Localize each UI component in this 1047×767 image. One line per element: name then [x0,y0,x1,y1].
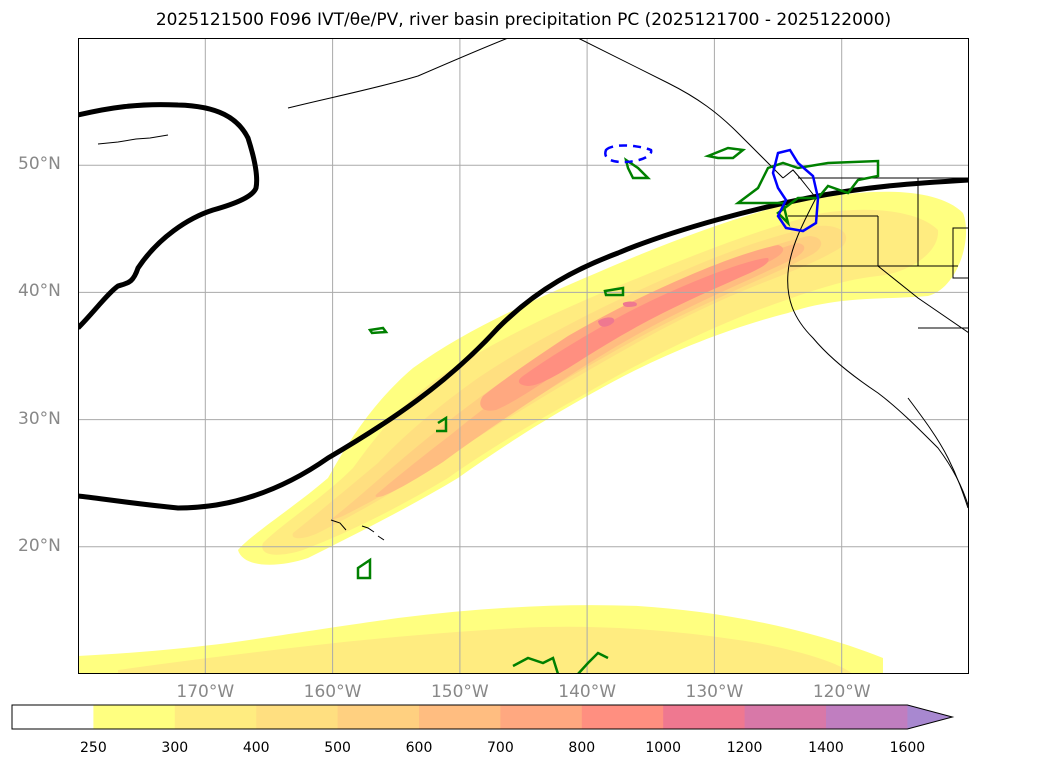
latitude-label: 20°N [18,535,61,556]
ivt-800-fill [518,258,769,386]
graticule [78,38,969,674]
colorbar-segment [93,705,176,729]
latitude-label: 40°N [18,281,61,302]
pv-contours [356,146,880,674]
colorbar-tick-label: 300 [161,740,189,756]
theta-e-contour-north [78,102,260,330]
ivt-colorbar [11,704,955,730]
longitude-label: 170°W [176,682,235,702]
colorbar-segment [256,705,339,729]
latitude-label: 30°N [18,408,61,429]
pv-contour-central [436,415,448,433]
ivt-south-300-fill [118,626,853,674]
baja-california-coastline [907,397,969,509]
colorbar-segment [744,705,827,729]
coastlines [97,38,969,541]
colorbar-tick-label: 250 [80,740,107,756]
colorbar-tick-label: 1200 [726,740,763,756]
colorbar-tick-label: 1400 [808,740,844,756]
colorbar-segment [581,705,664,729]
longitude-label: 160°W [303,682,362,702]
colorbar-segment [826,705,908,729]
colorbar-extend-arrow [907,705,953,729]
chart-title: 2025121500 F096 IVT/θe/PV, river basin p… [155,10,892,30]
interior-borders [917,178,969,329]
colorbar-outline [11,704,955,730]
colorbar-tick-label: 700 [487,740,514,756]
pv-contour-southeast [512,651,609,674]
ivt-1000-fill [598,317,615,327]
latitude-label: 50°N [18,154,61,175]
gulf-of-alaska-coastline [577,38,784,179]
colorbar-segment [500,705,583,729]
pv-contour-west [367,326,389,335]
aleutian-islands [97,134,169,145]
precip-pc-contour-solid [771,148,820,233]
ivt-1000-fill-2 [622,301,637,307]
colorbar-segment [663,705,746,729]
colorbar-tick-label: 600 [405,740,433,756]
pv-contour-mid [603,286,625,297]
colorbar-tick-label: 400 [242,740,270,756]
ivt-shading [78,191,967,674]
us-west-coastline [787,197,969,509]
precip-pc-contour-dashed [604,144,653,164]
longitude-label: 120°W [812,682,871,702]
colorbar-tick-label: 1600 [889,740,926,756]
nevada-border [877,216,969,334]
ivt-600-fill [375,243,805,497]
colorbar-segment [419,705,501,729]
map-frame [78,38,969,674]
longitude-label: 140°W [558,682,617,702]
colorbar-segment [12,705,94,729]
alaska-coastline [287,38,509,109]
colorbar-tick-label: 1000 [645,740,682,756]
colorbar-tick-label: 500 [324,740,351,756]
longitude-label: 150°W [430,682,489,702]
colorbar-tick-label: 800 [568,740,596,756]
longitude-label: 130°W [685,682,744,702]
colorbar-segment [337,705,420,729]
pv-contour-north [624,157,652,180]
map-panel [78,38,969,674]
precip-pc-contours [604,144,820,233]
colorbar-segment [174,705,257,729]
pv-contour-coast [734,159,880,228]
pv-contour-hawaii [356,557,372,580]
hawaii-islands [330,519,385,541]
pv-contour-bc [703,146,747,160]
